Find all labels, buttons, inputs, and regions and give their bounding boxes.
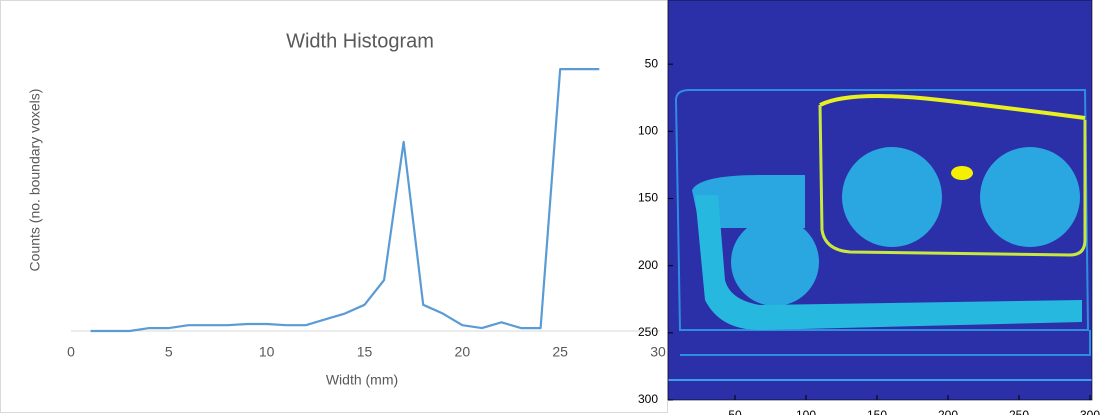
y-tick-label: 300 bbox=[638, 392, 658, 406]
ct-image bbox=[668, 0, 1092, 400]
x-tick-label: 30 bbox=[650, 344, 666, 360]
x-tick-label: 0 bbox=[67, 344, 75, 360]
x-tick-label: 10 bbox=[259, 344, 275, 360]
x-tick-label: 20 bbox=[455, 344, 471, 360]
chart-title: Width Histogram bbox=[286, 30, 434, 52]
y-tick-label: 50 bbox=[645, 56, 659, 70]
x-axis-label: Width (mm) bbox=[326, 372, 398, 388]
x-tick-label: 300 bbox=[1080, 408, 1100, 415]
x-tick-label: 25 bbox=[552, 344, 568, 360]
y-tick-label: 200 bbox=[638, 258, 658, 272]
y-tick-label: 150 bbox=[638, 191, 658, 205]
x-tick-label: 150 bbox=[867, 408, 887, 415]
y-tick-label: 250 bbox=[638, 325, 658, 339]
page: Width Histogram Width (mm) Counts (no. b… bbox=[0, 0, 1112, 415]
x-tick-label: 15 bbox=[357, 344, 373, 360]
x-tick-label: 200 bbox=[938, 408, 958, 415]
x-tick-label: 250 bbox=[1009, 408, 1029, 415]
y-tick-label: 100 bbox=[638, 124, 658, 138]
x-tick-label: 100 bbox=[796, 408, 816, 415]
x-tick-label: 5 bbox=[165, 344, 173, 360]
y-axis-label: Counts (no. boundary voxels) bbox=[27, 89, 43, 272]
x-tick-label: 50 bbox=[728, 408, 742, 415]
